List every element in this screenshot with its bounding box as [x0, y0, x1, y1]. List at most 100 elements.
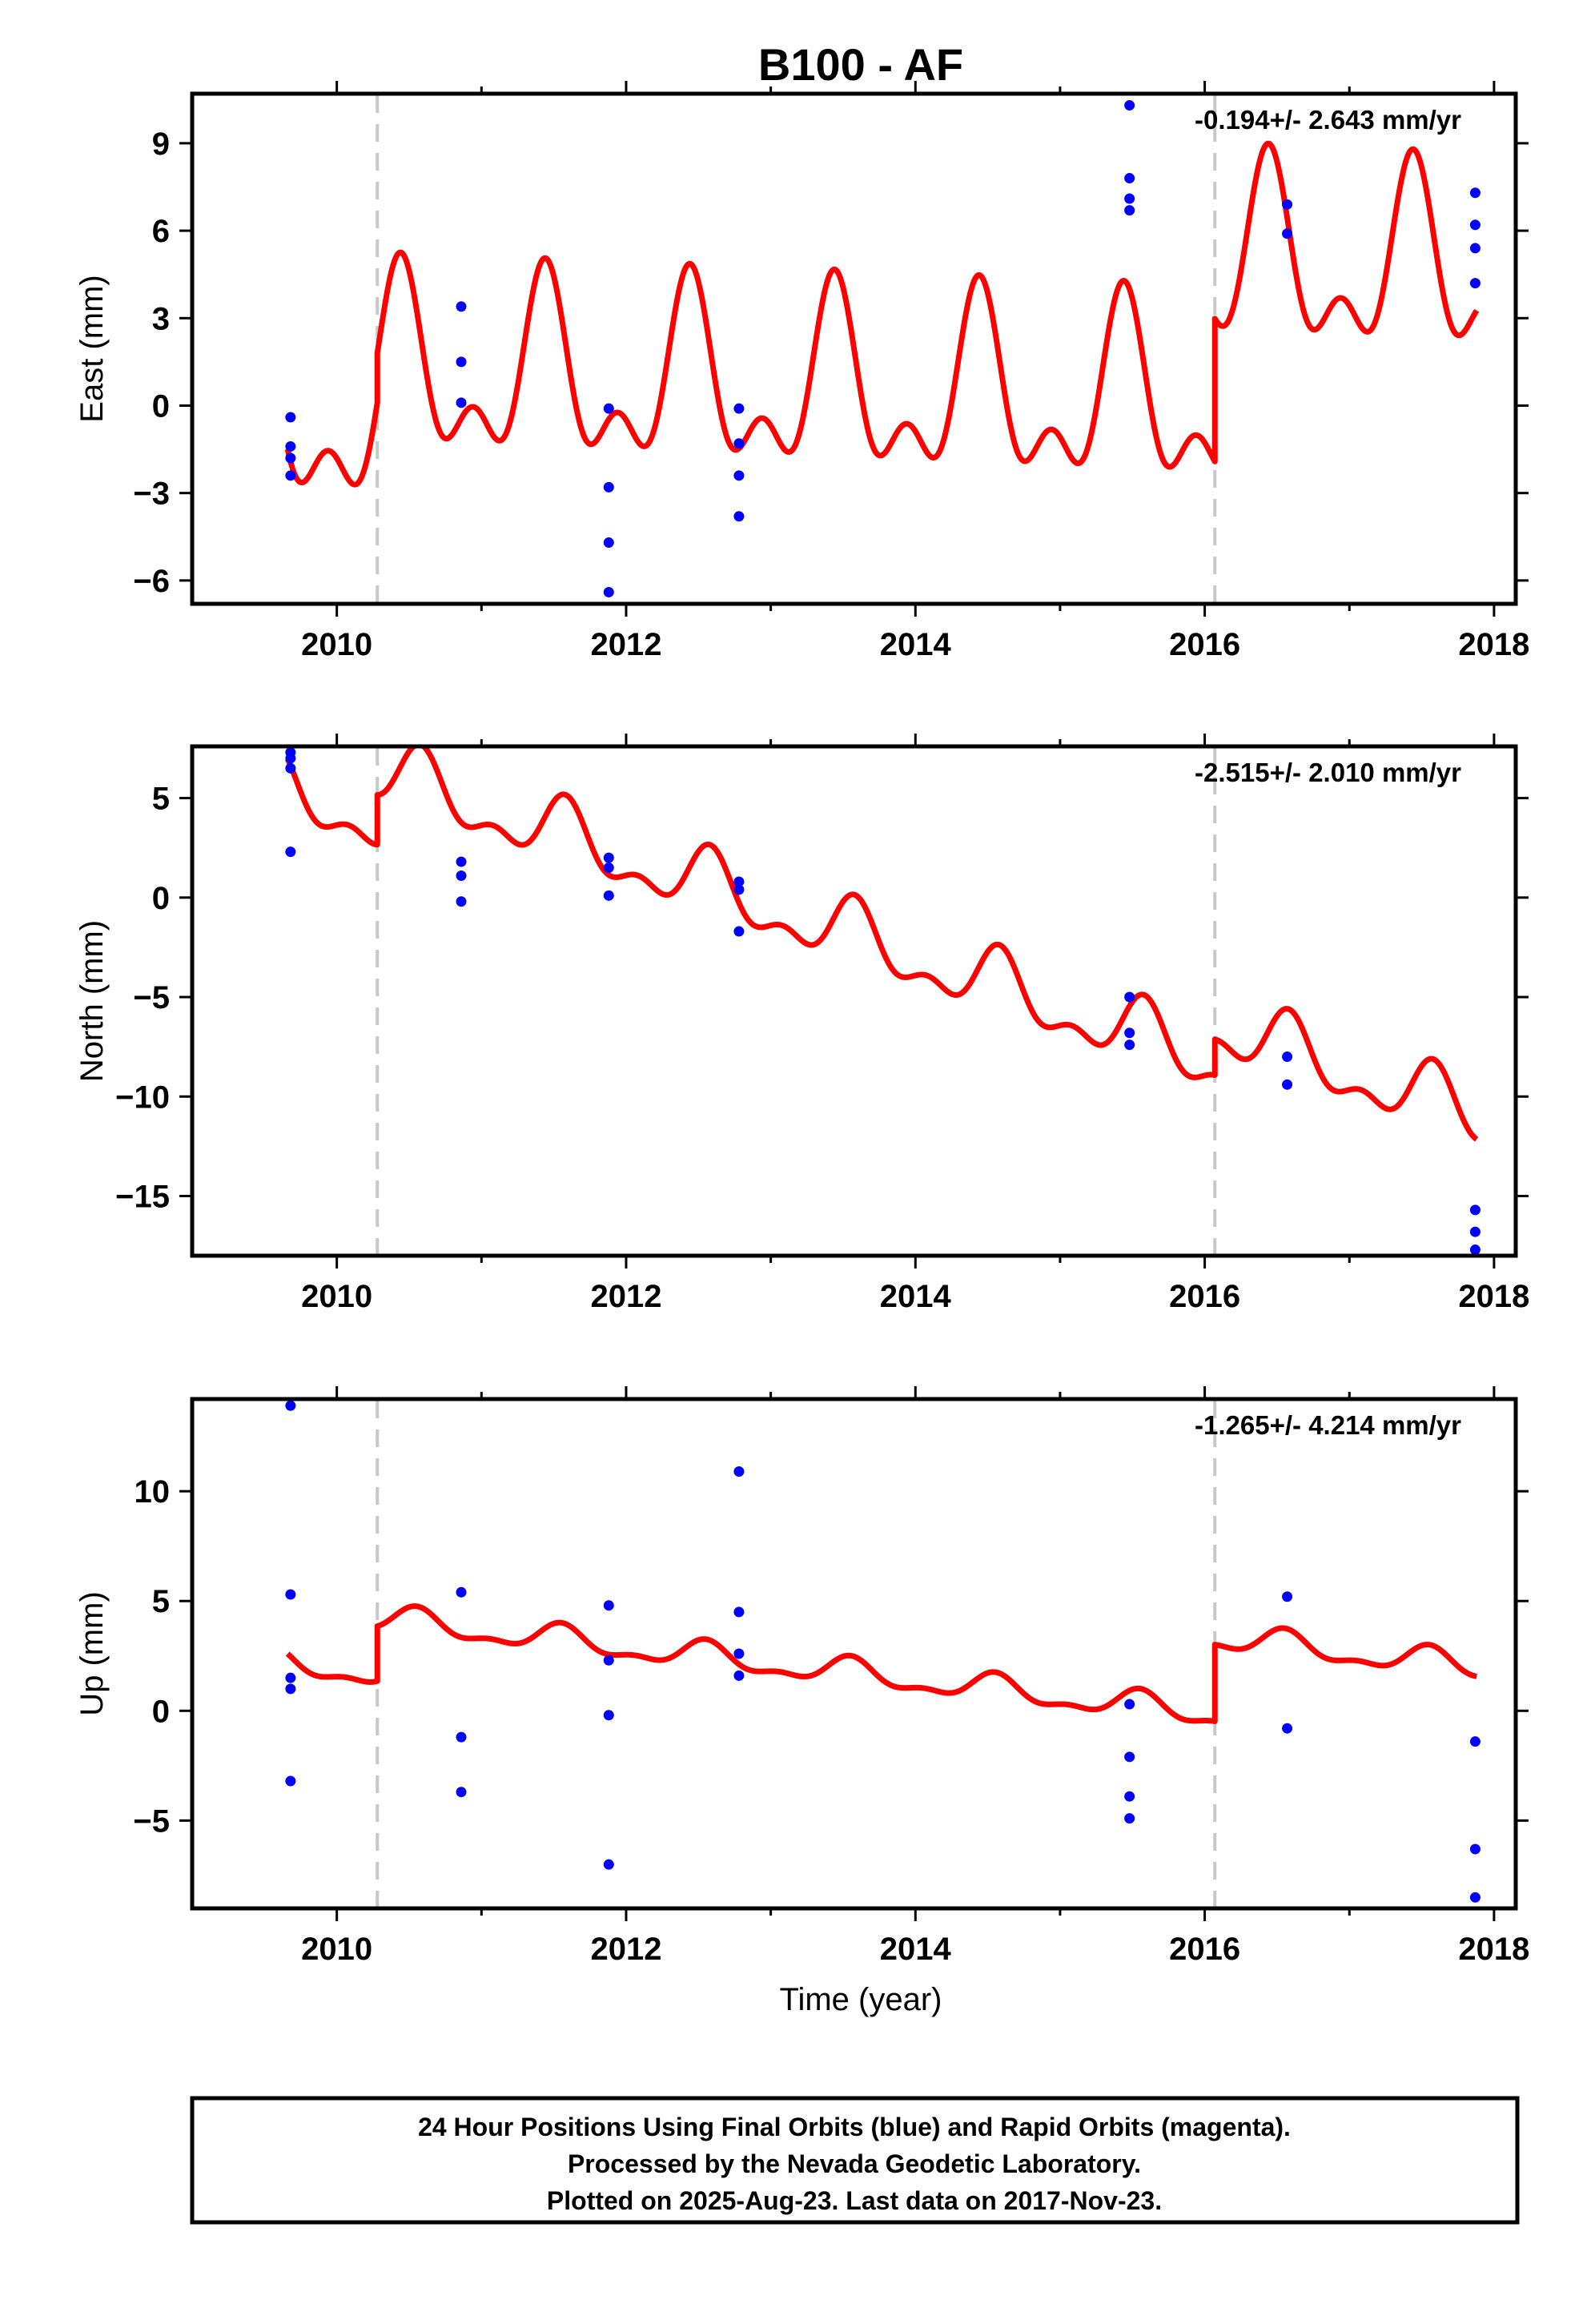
up-panel: 2010 2012 2014 2016 2018 −5 0 5 10 Up (mm) -1.265+… [74, 1386, 1529, 1967]
north-point [456, 856, 467, 867]
east-point [285, 470, 296, 481]
up-x-tick-label: 2012 [590, 1932, 661, 1967]
east-point [1124, 205, 1135, 216]
north-point [1469, 1244, 1480, 1256]
north-point [603, 890, 614, 901]
north-point [603, 862, 614, 874]
east-point [456, 301, 467, 312]
up-point [603, 1600, 614, 1611]
east-point [1469, 243, 1480, 254]
north-point [733, 884, 745, 895]
east-point [285, 452, 296, 464]
up-point [285, 1589, 296, 1600]
east-point [733, 470, 745, 481]
caption-line-2: Processed by the Nevada Geodetic Laborat… [568, 2149, 1141, 2178]
up-point [1124, 1791, 1135, 1802]
up-point [1124, 1699, 1135, 1710]
north-y-tick-label: −15 [115, 1179, 170, 1214]
east-point [1469, 187, 1480, 199]
north-point [1124, 1039, 1135, 1051]
east-point [1282, 199, 1293, 210]
north-point [1124, 991, 1135, 1003]
east-x-tick-label: 2010 [301, 627, 372, 662]
north-point [1282, 1051, 1293, 1063]
up-point [733, 1670, 745, 1681]
up-x-tick-label: 2014 [880, 1932, 952, 1967]
north-point [285, 846, 296, 858]
east-model-curve [284, 140, 1480, 488]
east-y-tick-label: 6 [152, 214, 170, 249]
north-point [733, 926, 745, 937]
east-point [603, 403, 614, 414]
east-point [456, 397, 467, 408]
up-point [1469, 1844, 1480, 1855]
east-point [733, 438, 745, 449]
east-y-tick-label: 0 [152, 388, 170, 424]
north-point [1282, 1079, 1293, 1090]
north-point [603, 852, 614, 863]
up-y-tick-label: 0 [152, 1694, 170, 1729]
east-x-tick-label: 2012 [590, 627, 661, 662]
east-point [1469, 219, 1480, 231]
north-point [1469, 1226, 1480, 1237]
up-point [603, 1710, 614, 1721]
east-frame [190, 91, 1518, 606]
north-panel: 2010 2012 2014 2016 2018 −15 −10 −5 0 5 North (mm)… [74, 734, 1529, 1314]
north-rate-label: -2.515+/- 2.010 mm/yr [1195, 758, 1461, 787]
east-point [1124, 173, 1135, 184]
up-point [285, 1683, 296, 1695]
chart-title: B100 - AF [758, 39, 963, 90]
east-x-tick-label: 2014 [880, 627, 952, 662]
x-axis-label: Time (year) [780, 1982, 942, 2017]
up-point [1282, 1591, 1293, 1602]
up-point [733, 1606, 745, 1618]
east-point [1124, 193, 1135, 204]
north-point [285, 753, 296, 764]
north-point [456, 870, 467, 881]
up-y-tick-label: 10 [135, 1474, 171, 1510]
up-point [285, 1672, 296, 1683]
east-x-tick-label: 2018 [1458, 627, 1529, 662]
up-y-axis-label: Up (mm) [74, 1591, 110, 1716]
east-x-tick-label: 2016 [1169, 627, 1240, 662]
east-point [285, 412, 296, 423]
north-point [285, 762, 296, 774]
up-frame [190, 1397, 1518, 1911]
north-point [1124, 1027, 1135, 1039]
east-y-tick-label: −3 [133, 476, 170, 512]
caption-line-1: 24 Hour Positions Using Final Orbits (bl… [418, 2113, 1291, 2141]
east-panel: 2010 2012 2014 2016 2018 −6 −3 0 3 6 9 East (mm) -0.… [74, 81, 1529, 662]
up-point [456, 1787, 467, 1798]
up-point [733, 1466, 745, 1477]
east-point [456, 356, 467, 368]
north-y-tick-label: 0 [152, 881, 170, 916]
up-y-tick-label: −5 [133, 1803, 170, 1839]
north-point [733, 876, 745, 887]
east-point [603, 537, 614, 549]
east-point [1282, 228, 1293, 239]
north-x-tick-label: 2010 [301, 1279, 372, 1314]
up-x-tick-label: 2016 [1169, 1932, 1240, 1967]
panels: 2010 2012 2014 2016 2018 −6 −3 0 3 6 9 East (mm) -0.… [74, 81, 1529, 1967]
caption-line-3: Plotted on 2025-Aug-23. Last data on 201… [547, 2186, 1162, 2215]
north-x-tick-label: 2014 [880, 1279, 952, 1314]
up-x-tick-label: 2018 [1458, 1932, 1529, 1967]
north-y-tick-label: −5 [133, 980, 170, 1015]
up-x-tick-label: 2010 [301, 1932, 372, 1967]
north-point [456, 896, 467, 907]
east-point [285, 440, 296, 452]
caption-box: 24 Hour Positions Using Final Orbits (bl… [190, 2096, 1520, 2225]
up-point [1469, 1892, 1480, 1903]
east-y-axis-label: East (mm) [74, 275, 110, 422]
east-y-tick-label: 3 [152, 301, 170, 336]
north-model-curve [285, 746, 1479, 1142]
up-point [285, 1775, 296, 1787]
up-point [285, 1400, 296, 1411]
east-point [1469, 278, 1480, 289]
north-x-tick-label: 2012 [590, 1279, 661, 1314]
north-x-tick-label: 2016 [1169, 1279, 1240, 1314]
up-point [456, 1586, 467, 1598]
north-y-axis-label: North (mm) [74, 920, 110, 1082]
up-point [603, 1859, 614, 1870]
